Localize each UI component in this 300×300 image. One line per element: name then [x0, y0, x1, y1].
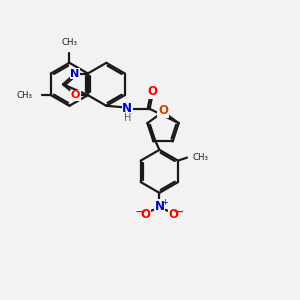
Text: N: N — [70, 69, 80, 79]
Text: CH₃: CH₃ — [193, 153, 209, 162]
Text: O: O — [71, 90, 80, 100]
Text: N: N — [154, 200, 164, 213]
Text: O: O — [169, 208, 179, 221]
Text: N: N — [122, 102, 132, 115]
Text: O: O — [147, 85, 157, 98]
Text: H: H — [124, 113, 131, 123]
Text: +: + — [161, 198, 168, 207]
Text: O: O — [158, 104, 168, 117]
Text: −: − — [173, 205, 184, 219]
Text: CH₃: CH₃ — [17, 91, 33, 100]
Text: O: O — [140, 208, 150, 221]
Text: −: − — [134, 205, 146, 219]
Text: CH₃: CH₃ — [61, 38, 77, 47]
